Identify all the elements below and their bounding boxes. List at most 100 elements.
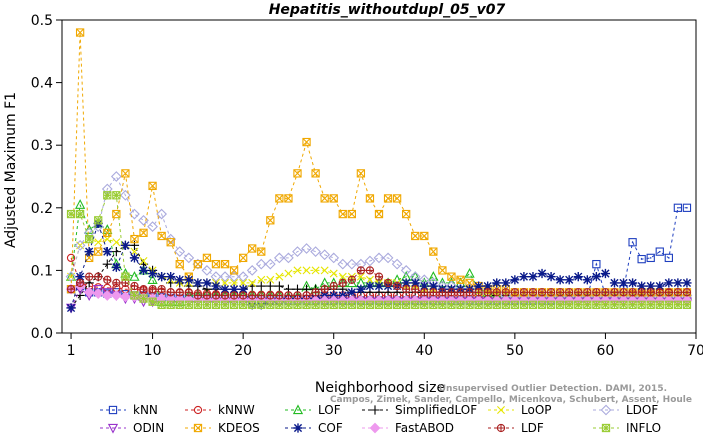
point-simplifiedlof	[111, 247, 121, 257]
point-kdeos	[384, 194, 393, 203]
point-cof	[555, 275, 565, 285]
point-ldof	[156, 208, 168, 220]
point-knn	[655, 247, 664, 256]
x-tick-label: 60	[597, 343, 615, 359]
point-kdeos	[238, 253, 248, 263]
point-inflo	[347, 300, 356, 309]
point-inflo	[356, 300, 366, 309]
point-kdeos	[94, 247, 103, 256]
point-cof	[483, 281, 493, 291]
point-ldf	[556, 288, 564, 296]
point-fastabod	[92, 288, 104, 299]
point-cof	[401, 278, 411, 288]
point-kdeos	[221, 260, 230, 269]
point-ldf	[465, 288, 474, 297]
point-ldf	[565, 288, 573, 296]
point-lof	[129, 271, 140, 281]
point-ldf	[501, 288, 510, 297]
point-kdeos	[420, 231, 429, 241]
point-cof	[637, 281, 647, 291]
point-cof	[202, 278, 212, 288]
y-tick-label: 0.4	[31, 76, 53, 92]
point-cof	[202, 278, 212, 288]
point-cof	[84, 247, 94, 257]
legend-label: ODIN	[133, 421, 164, 434]
point-cof	[75, 272, 85, 282]
point-ldf	[229, 291, 239, 300]
legend-label: KDEOS	[218, 421, 260, 434]
point-ldof	[165, 233, 177, 245]
point-ldof	[147, 221, 158, 232]
point-ldof	[138, 214, 149, 226]
point-inflo	[519, 300, 529, 309]
point-ldf	[221, 291, 229, 300]
legend-marker	[292, 404, 304, 415]
point-fastabod	[101, 290, 113, 301]
legend-marker	[293, 423, 303, 433]
point-cof	[157, 272, 167, 282]
point-simplifiedlof	[111, 247, 121, 257]
point-kdeos	[275, 194, 284, 203]
legend-marker	[370, 405, 380, 415]
point-ldf	[664, 288, 673, 297]
point-ldf	[475, 288, 483, 296]
legend-item-ldf: LDF	[488, 421, 544, 434]
point-fastabod	[110, 290, 122, 301]
point-cof	[211, 281, 221, 291]
point-ldof	[129, 208, 140, 220]
legend-label: LOF	[318, 403, 341, 417]
point-kdeos	[411, 231, 420, 240]
point-kdeos	[311, 169, 320, 178]
point-loop	[338, 272, 347, 281]
point-ldf	[166, 288, 175, 297]
point-inflo	[411, 300, 420, 309]
point-ldf	[655, 288, 664, 297]
point-inflo	[211, 300, 221, 309]
point-ldf	[628, 288, 637, 297]
point-ldf	[311, 288, 320, 297]
point-loop	[302, 266, 311, 275]
point-inflo	[94, 216, 103, 225]
point-inflo	[429, 300, 438, 309]
point-kdeos	[103, 228, 112, 237]
legend-marker	[193, 405, 203, 415]
point-kdeos	[230, 266, 239, 275]
point-loop	[112, 238, 121, 247]
y-tick-label: 0.2	[31, 201, 53, 217]
point-inflo	[646, 300, 655, 309]
point-inflo	[628, 300, 637, 309]
point-knn	[655, 247, 664, 256]
point-ldf	[94, 272, 103, 281]
point-kdeos	[365, 194, 374, 203]
point-ldof	[183, 252, 195, 264]
point-fastabod	[83, 286, 95, 298]
point-ldof	[210, 271, 222, 283]
point-kdeos	[420, 231, 429, 241]
point-kdeos	[239, 253, 248, 262]
point-kdeos	[338, 210, 347, 219]
point-inflo	[175, 300, 184, 309]
point-ldf	[411, 285, 420, 294]
point-inflo	[157, 300, 166, 309]
point-cof	[483, 281, 493, 291]
point-kdeos	[302, 137, 311, 147]
point-inflo	[220, 300, 230, 309]
point-cof	[564, 275, 574, 285]
point-inflo	[429, 300, 438, 309]
point-ldof	[337, 258, 349, 270]
series-ldf	[66, 266, 692, 300]
point-inflo	[664, 300, 673, 309]
point-kdeos	[75, 28, 85, 37]
point-ldf	[139, 285, 148, 293]
point-lof	[84, 224, 95, 234]
point-inflo	[75, 209, 85, 219]
point-ldf	[610, 288, 619, 296]
point-ldf	[356, 266, 366, 275]
point-inflo	[202, 300, 211, 309]
point-cof	[492, 278, 502, 288]
point-cof	[510, 275, 520, 285]
point-loop	[221, 278, 230, 287]
point-inflo	[637, 300, 646, 309]
point-inflo	[365, 300, 374, 309]
point-inflo	[483, 300, 492, 309]
